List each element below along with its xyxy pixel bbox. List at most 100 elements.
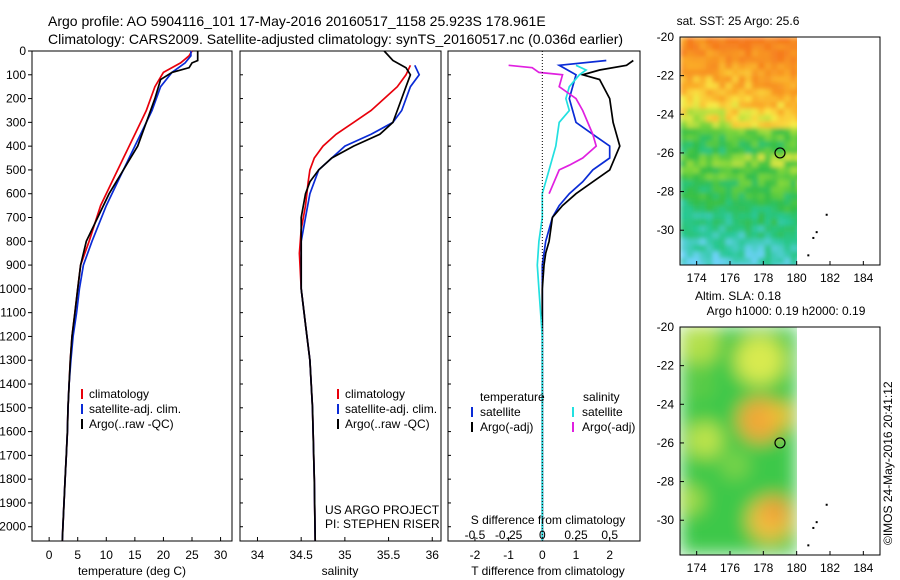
sst-cell	[797, 232, 804, 239]
sst-cell	[680, 154, 688, 162]
series-line	[508, 64, 598, 195]
x-tick-label: -2	[470, 548, 481, 562]
sst-cell	[745, 128, 753, 136]
sst-cell	[751, 82, 759, 90]
sst-cell	[784, 245, 792, 253]
sst-cell	[751, 43, 759, 51]
series-line	[61, 51, 192, 542]
sst-cell	[706, 56, 714, 64]
sst-cell	[706, 186, 714, 194]
top-scale-label: 0	[539, 528, 546, 542]
sst-cell	[758, 108, 766, 116]
sst-map: sat. SST: 25 Argo: 25.6 174 176 178 180 182 1…	[657, 14, 881, 285]
sst-cell	[738, 219, 746, 227]
sst-cell	[732, 37, 740, 45]
sst-cell	[719, 160, 727, 168]
sst-cell	[706, 141, 714, 149]
sst-cell	[699, 108, 707, 116]
sst-cell	[686, 128, 694, 136]
sst-cell	[712, 102, 720, 110]
sst-cell	[777, 258, 785, 265]
x-tick-label: 35	[338, 548, 352, 562]
sst-cell	[771, 225, 779, 233]
sst-cell	[738, 76, 746, 84]
sst-cell	[758, 219, 766, 227]
sst-cell	[725, 238, 733, 246]
sst-cell	[706, 167, 714, 175]
sst-cell	[712, 167, 720, 175]
y-tick-label: -30	[657, 513, 675, 527]
sst-cell	[686, 167, 694, 175]
sst-cell	[758, 206, 766, 214]
sst-cell	[699, 121, 707, 129]
sst-cell	[764, 232, 772, 240]
y-tick-label: -28	[657, 475, 675, 489]
sst-cell	[777, 238, 785, 246]
sst-cell	[777, 245, 785, 253]
sst-cell	[751, 63, 759, 71]
sst-cell	[699, 89, 707, 97]
sst-cell	[764, 180, 772, 188]
sst-cell	[680, 180, 688, 188]
sst-cell	[719, 225, 727, 233]
x-tick-label: 1	[573, 548, 580, 562]
sst-cell	[719, 37, 727, 45]
sst-cell	[790, 193, 797, 201]
sst-cell	[725, 134, 733, 142]
sst-cell	[732, 141, 740, 149]
sst-cell	[738, 225, 746, 233]
sst-cell	[712, 173, 720, 181]
sst-cell	[680, 232, 688, 240]
sst-cell	[790, 167, 797, 175]
sst-cell	[686, 180, 694, 188]
sst-cell	[758, 134, 766, 142]
sst-cell	[797, 135, 804, 142]
sst-cell	[745, 154, 753, 162]
sst-cell	[719, 134, 727, 142]
sst-cell	[693, 199, 701, 207]
sst-cell	[777, 128, 785, 136]
sst-cell	[706, 102, 714, 110]
sst-cell	[784, 180, 792, 188]
sst-cell	[771, 134, 779, 142]
sst-cell	[719, 199, 727, 207]
sst-cell	[758, 95, 766, 103]
sst-cell	[790, 251, 797, 259]
sst-cell	[790, 245, 797, 253]
sst-cell	[712, 193, 720, 201]
sst-cell	[738, 95, 746, 103]
sst-cell	[732, 76, 740, 84]
sst-cell	[751, 37, 759, 45]
sst-cell	[699, 76, 707, 84]
sst-cell	[712, 258, 720, 265]
sst-cell	[712, 121, 720, 129]
sst-cell	[719, 43, 727, 51]
sst-cell	[790, 238, 797, 246]
sst-cell	[738, 245, 746, 253]
sst-cell	[790, 258, 797, 265]
sst-cell	[680, 193, 688, 201]
sst-cell	[784, 128, 792, 136]
sst-cell	[686, 115, 694, 123]
x-tick-label: 178	[753, 561, 773, 575]
x-axis-label-top: S difference from climatology	[471, 513, 626, 527]
sst-cell	[725, 63, 733, 71]
sst-cell	[725, 50, 733, 58]
sst-cell	[699, 167, 707, 175]
sst-cell	[784, 238, 792, 246]
y-tick-label: -26	[657, 146, 675, 160]
sst-cell	[693, 121, 701, 129]
sst-cell	[686, 89, 694, 97]
sst-cell	[680, 95, 688, 103]
sst-cell	[751, 238, 759, 246]
sst-cell	[764, 160, 772, 168]
sst-cell	[784, 251, 792, 259]
sst-cell	[706, 128, 714, 136]
sst-cell	[797, 226, 804, 233]
sla-subtitle: Argo h1000: 0.19 h2000: 0.19	[707, 304, 866, 318]
sst-cell	[680, 134, 688, 142]
sst-cell	[693, 167, 701, 175]
sst-cell	[712, 199, 720, 207]
sst-cell	[699, 258, 707, 265]
sst-cell	[771, 102, 779, 110]
